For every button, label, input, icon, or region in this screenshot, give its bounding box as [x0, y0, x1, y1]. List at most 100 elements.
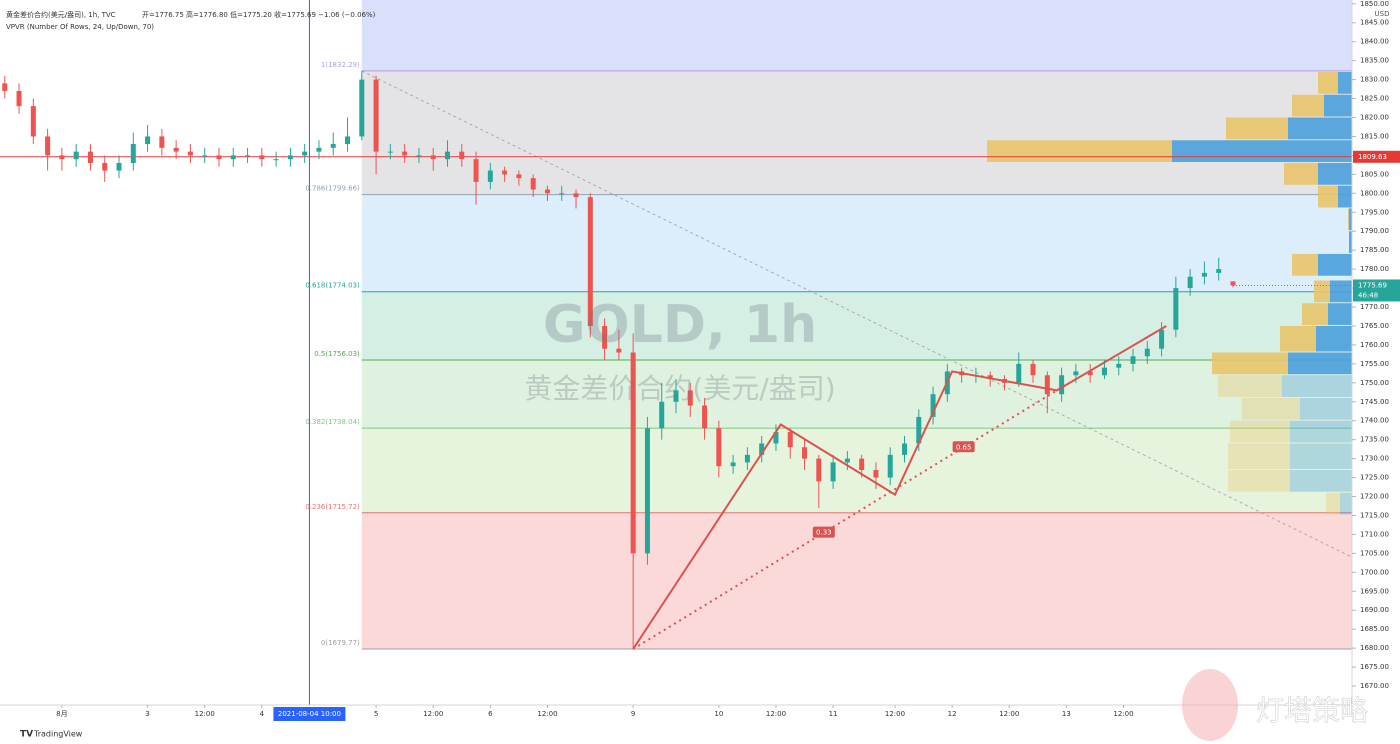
fib-zone [361, 194, 1352, 292]
candle-body [102, 162, 108, 171]
candle-body [702, 405, 708, 429]
y-tick-label: 1790.00 [1360, 227, 1389, 235]
vpvr-down [1242, 397, 1300, 420]
y-tick-label: 1785.00 [1360, 246, 1389, 254]
vpvr-up [1172, 140, 1352, 162]
y-tick-label: 1695.00 [1360, 587, 1389, 595]
trend-line [361, 70, 1353, 558]
vpvr-down [1228, 470, 1290, 492]
candle-body [1030, 363, 1036, 376]
y-tick-label: 1850.00 [1360, 0, 1389, 8]
watermark-sub: 黄金差价合约(美元/盎司) [524, 372, 835, 405]
ohlc: 开=1776.75 高=1776.80 低=1775.20 收=1775.69 … [142, 10, 376, 19]
fib-label: 1(1832.29) [321, 61, 360, 69]
x-tick-label: 12:00 [423, 710, 443, 718]
x-tick-label: 4 [260, 710, 265, 718]
candle-body [73, 151, 79, 160]
vpvr-up [1300, 397, 1352, 420]
vpvr-down [1314, 280, 1330, 303]
candle-body [45, 136, 51, 156]
vpvr-up [1330, 280, 1352, 303]
candle-body [316, 147, 322, 152]
candle-body [659, 401, 665, 429]
x-tick-label: 10 [714, 710, 723, 718]
candle-body [644, 428, 650, 554]
y-tick-label: 1750.00 [1360, 379, 1389, 387]
title: 黄金差价合约(美元/盎司), 1h, TVC [6, 10, 116, 19]
x-tick-label: 11 [829, 710, 838, 718]
vpvr-down [1292, 94, 1324, 117]
y-tick-label: 1780.00 [1360, 265, 1389, 273]
watermark: GOLD, 1h [543, 295, 817, 355]
candle-body [2, 83, 8, 91]
candle-body [716, 428, 722, 467]
candle-body [516, 174, 522, 179]
vpvr-up [1338, 72, 1352, 94]
y-tick-label: 1835.00 [1360, 57, 1389, 65]
fib-zone [361, 512, 1352, 650]
brand: TradingView [33, 730, 83, 739]
corner-mark: 灯塔策略 [1256, 694, 1368, 727]
candle-body [459, 151, 465, 160]
candle-body [844, 458, 850, 463]
candle-body [187, 151, 193, 156]
ratio-box [952, 441, 975, 453]
candle-body [173, 147, 179, 152]
price-line-label: 1809.63 [1358, 153, 1387, 161]
vpvr-up [1340, 492, 1352, 515]
candle-body [902, 443, 908, 455]
fib-zone [361, 291, 1352, 360]
vpvr-up [1324, 94, 1352, 117]
candle-body [1173, 288, 1179, 330]
candle-body [402, 151, 408, 156]
candle-body [416, 155, 422, 157]
candle-body [159, 136, 165, 148]
candle-body [87, 151, 93, 163]
vpvr-down [1284, 162, 1318, 185]
ratio-label: 0.33 [816, 529, 832, 537]
pattern-line [632, 325, 1167, 650]
x-tick-label: 3 [145, 710, 149, 718]
vpvr-up [1288, 352, 1352, 375]
vpvr-up [1318, 162, 1352, 185]
vpvr-down [1218, 375, 1282, 397]
fib-label: 0.786(1799.66) [305, 185, 360, 193]
ratio-box [812, 526, 835, 538]
y-tick-label: 1765.00 [1360, 322, 1389, 330]
x-tick-label: 13 [1062, 710, 1071, 718]
candle-body [930, 394, 936, 417]
countdown: 46:48 [1358, 291, 1378, 299]
candle-body [587, 197, 593, 326]
x-tick-label: 12:00 [195, 710, 215, 718]
candle-body [373, 79, 379, 152]
price-line-box [1353, 150, 1400, 163]
fib-label: 0(1679.77) [321, 639, 360, 647]
candle-body [630, 352, 636, 554]
x-tick-label: 8月 [56, 710, 67, 718]
candle-body [1216, 269, 1222, 273]
vpvr-down [1212, 352, 1288, 375]
crosshair-label-box [273, 707, 346, 721]
y-tick-label: 1725.00 [1360, 474, 1389, 482]
fib-label: 0.5(1756.03) [314, 350, 360, 358]
candle-body [502, 170, 508, 175]
vpvr-up [1290, 420, 1352, 443]
vpvr-up [1290, 470, 1352, 492]
vpvr-down [1318, 185, 1338, 208]
candle-body [16, 90, 22, 107]
fib-label: 0.618(1774.03) [305, 282, 360, 290]
vpvr-up [1338, 185, 1352, 208]
vpvr-down [1348, 208, 1349, 231]
candle-body [687, 390, 693, 406]
x-tick-label: 6 [488, 710, 493, 718]
x-tick-label: 12:00 [1113, 710, 1133, 718]
candle-body [273, 159, 279, 161]
candle-body [387, 151, 393, 153]
candle-body [330, 144, 336, 148]
ratio-label: 0.65 [956, 443, 972, 451]
y-tick-label: 1705.00 [1360, 549, 1389, 557]
candle-body [859, 458, 865, 470]
y-tick-label: 1815.00 [1360, 132, 1389, 140]
candle-body [259, 155, 265, 160]
